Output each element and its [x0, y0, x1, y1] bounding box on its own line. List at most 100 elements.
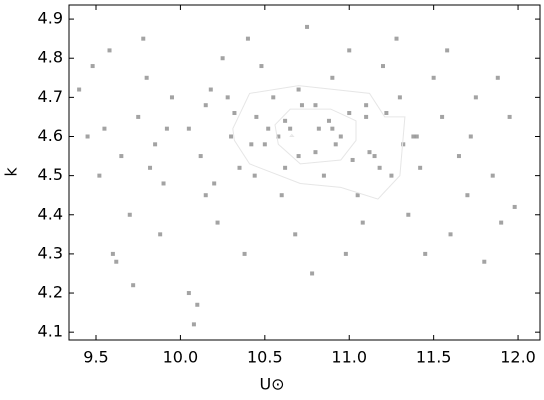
data-point	[313, 150, 318, 155]
data-point	[283, 165, 288, 170]
data-point	[97, 173, 102, 178]
y-tick-label: 4.2	[38, 283, 63, 302]
data-point	[445, 48, 450, 53]
data-point	[288, 126, 293, 131]
data-point	[333, 142, 338, 147]
contour-line	[289, 133, 295, 137]
y-tick-label: 4.9	[38, 9, 63, 28]
data-point	[305, 24, 310, 29]
x-tick-label: 11.5	[416, 348, 452, 367]
data-point	[283, 118, 288, 123]
data-point	[364, 114, 369, 119]
data-point	[347, 48, 352, 53]
data-point	[384, 111, 389, 116]
x-axis-label: U⊙	[259, 375, 284, 394]
data-point	[164, 126, 169, 131]
data-point	[465, 193, 470, 198]
data-point	[262, 142, 267, 147]
data-point	[203, 193, 208, 198]
data-point	[114, 259, 119, 264]
data-point	[381, 64, 385, 69]
plot-frame	[68, 4, 541, 341]
data-point	[144, 75, 149, 80]
data-point	[279, 193, 284, 198]
data-point	[397, 95, 402, 100]
data-point	[259, 64, 264, 69]
data-point	[148, 165, 153, 170]
data-point	[299, 103, 304, 108]
data-point	[90, 64, 95, 69]
data-point	[77, 87, 82, 92]
data-point	[127, 212, 132, 217]
data-point	[141, 36, 146, 41]
data-point	[242, 251, 247, 256]
data-point	[296, 87, 301, 92]
data-point	[440, 114, 445, 119]
x-tick-label: 12.0	[500, 348, 536, 367]
data-point	[372, 154, 377, 159]
data-point	[131, 283, 136, 288]
data-point	[495, 75, 500, 80]
data-point	[431, 75, 436, 80]
data-point	[198, 154, 203, 159]
data-point	[394, 36, 399, 41]
data-point	[169, 95, 174, 100]
data-point	[468, 134, 473, 139]
data-point	[499, 220, 504, 225]
data-point	[195, 302, 200, 307]
data-point	[338, 134, 343, 139]
data-point	[321, 173, 326, 178]
data-point	[377, 165, 382, 170]
data-point	[107, 48, 112, 53]
y-axis-label: k	[2, 167, 21, 177]
data-point	[271, 95, 276, 100]
data-point	[355, 193, 360, 198]
data-point	[293, 232, 298, 237]
y-tick-label: 4.1	[38, 322, 63, 341]
contour-line	[232, 85, 406, 200]
y-tick-label: 4.8	[38, 48, 63, 67]
data-point	[215, 220, 220, 225]
data-point	[330, 126, 335, 131]
data-point	[276, 134, 281, 139]
data-point	[350, 157, 355, 162]
data-point	[191, 322, 196, 327]
data-point	[186, 291, 191, 296]
data-point	[364, 103, 369, 108]
data-point	[229, 134, 234, 139]
data-point	[367, 150, 372, 155]
data-point	[85, 134, 90, 139]
data-point	[249, 142, 254, 147]
x-tick-label: 9.5	[83, 348, 108, 367]
data-point	[347, 111, 352, 116]
y-tick-label: 4.4	[38, 204, 63, 223]
x-tick-label: 10.5	[247, 348, 283, 367]
data-point	[448, 232, 453, 237]
data-point	[316, 126, 321, 131]
data-point	[343, 251, 348, 256]
data-point	[153, 142, 158, 147]
data-point	[161, 181, 166, 186]
data-point	[512, 204, 517, 209]
y-tick-label: 4.6	[38, 126, 63, 145]
data-point	[423, 251, 428, 256]
data-point	[310, 271, 315, 276]
data-point	[225, 95, 230, 100]
x-tick-label: 11.0	[331, 348, 367, 367]
data-point	[360, 220, 365, 225]
data-point	[418, 165, 423, 170]
data-point	[330, 75, 335, 80]
data-point	[119, 154, 124, 159]
data-point	[401, 142, 406, 147]
data-point	[266, 126, 271, 131]
data-point	[252, 173, 257, 178]
data-point	[473, 95, 478, 100]
data-point	[220, 56, 225, 61]
data-point	[208, 87, 213, 92]
data-point	[490, 173, 495, 178]
data-point	[254, 114, 259, 119]
data-point	[136, 114, 141, 119]
y-tick-label: 4.5	[38, 165, 63, 184]
data-point	[414, 134, 419, 139]
